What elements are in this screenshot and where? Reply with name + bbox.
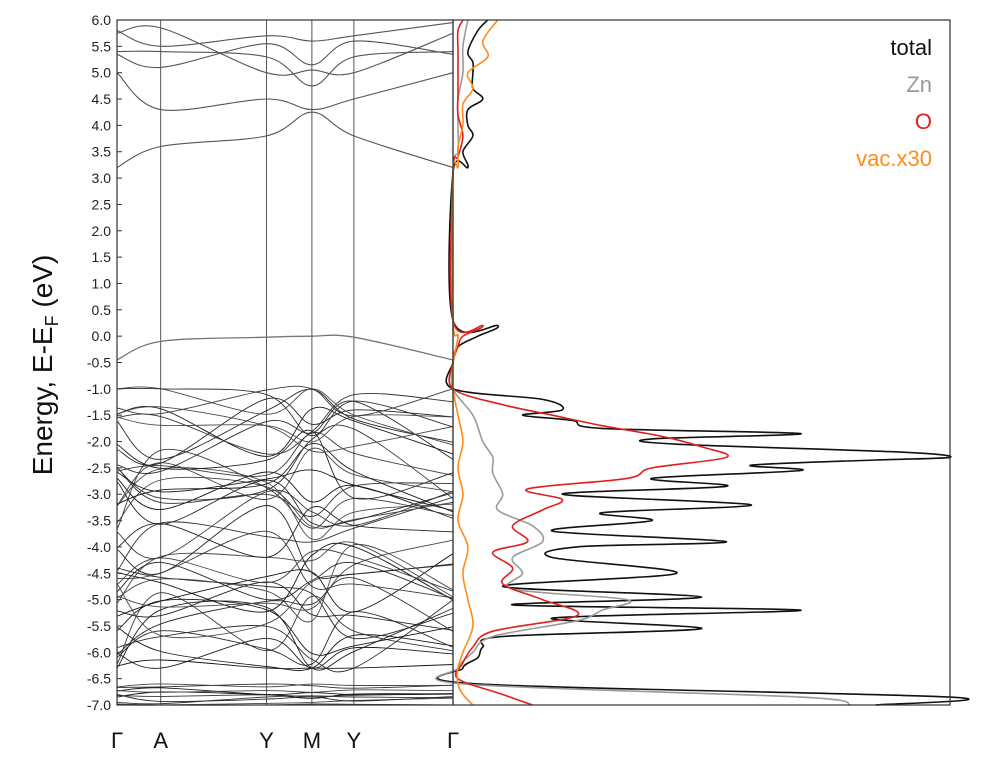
conduction-band (116, 111, 454, 169)
valence-band (116, 429, 454, 500)
k-label: M (303, 728, 321, 753)
legend-o: O (915, 109, 932, 134)
legend-vac: vac.x30 (856, 146, 932, 171)
valence-band (116, 387, 454, 437)
valence-band (116, 542, 454, 613)
y-tick-label: -7.0 (87, 697, 111, 713)
dos-series-o (448, 19, 729, 706)
valence-band (116, 611, 454, 666)
k-label: Γ (447, 728, 459, 753)
y-tick-label: -5.5 (87, 618, 111, 634)
valence-band (116, 561, 454, 601)
valence-band (116, 592, 454, 665)
valence-band (116, 385, 454, 417)
y-tick-label: -0.5 (87, 355, 111, 371)
y-tick-label: 4.0 (92, 117, 112, 133)
valence-band (116, 397, 454, 466)
y-tick-label: -1.0 (87, 381, 111, 397)
valence-band (116, 392, 454, 455)
y-tick-label: -6.0 (87, 644, 111, 660)
valence-band (116, 479, 454, 527)
valence-band (116, 544, 454, 623)
y-tick-label: 5.5 (92, 38, 112, 54)
y-tick-label: 6.0 (92, 12, 112, 28)
y-axis-title: Energy, E-EF (eV) (27, 255, 62, 476)
y-tick-label: 3.0 (92, 170, 112, 186)
y-tick-label: -2.0 (87, 434, 111, 450)
y-tick-label: 2.5 (92, 196, 112, 212)
valence-band (116, 637, 454, 669)
valence-band (116, 659, 454, 670)
valence-band (116, 626, 454, 672)
y-tick-label: -1.5 (87, 407, 111, 423)
valence-band (116, 443, 454, 513)
valence-band (116, 567, 454, 640)
valence-band (116, 600, 454, 671)
valence-band (116, 388, 454, 460)
conduction-band (116, 25, 454, 76)
semicore-band (116, 683, 454, 689)
conduction-band (116, 72, 454, 111)
y-axis-ticks: 6.0 5.5 5.0 4.5 4.0 3.5 3.0 2.5 2.0 1.5 1.0 0.5 0.0 -… (87, 12, 122, 713)
valence-band (116, 400, 454, 474)
defect-band (116, 334, 454, 361)
y-tick-label: 4.5 (92, 91, 112, 107)
y-tick-label: -4.0 (87, 539, 111, 555)
legend-zn: Zn (906, 72, 932, 97)
k-label: A (153, 728, 168, 753)
y-tick-label: -6.5 (87, 671, 111, 687)
conduction-band (116, 22, 454, 47)
valence-band (116, 553, 454, 617)
valence-band (116, 432, 454, 477)
valence-band (116, 414, 454, 443)
y-tick-label: -4.5 (87, 565, 111, 581)
dos-series-zn (434, 19, 851, 706)
y-tick-label: -5.0 (87, 592, 111, 608)
y-tick-label: -2.5 (87, 460, 111, 476)
valence-band (116, 539, 454, 611)
y-tick-label: 2.0 (92, 223, 112, 239)
y-tick-label: 3.5 (92, 144, 112, 160)
y-tick-label: 1.5 (92, 249, 112, 265)
y-tick-label: 0.5 (92, 302, 112, 318)
valence-band (116, 496, 454, 572)
y-tick-label: -3.5 (87, 513, 111, 529)
valence-band (116, 489, 454, 559)
k-label: Γ (111, 728, 123, 753)
valence-band (116, 581, 454, 631)
valence-band (116, 406, 454, 453)
y-tick-label: 1.0 (92, 275, 112, 291)
valence-band (116, 599, 454, 673)
k-label: Y (259, 728, 274, 753)
valence-band (116, 505, 454, 580)
semicore-band (116, 693, 454, 703)
valence-band (116, 467, 454, 517)
conduction-band (116, 40, 454, 68)
y-tick-label: 5.0 (92, 65, 112, 81)
legend: total Zn O vac.x30 (856, 35, 932, 171)
y-tick-label: -3.0 (87, 486, 111, 502)
legend-total: total (890, 35, 932, 60)
dos-panel-frame (452, 19, 951, 706)
band-structure-panel (116, 20, 454, 706)
k-label: Y (347, 728, 362, 753)
valence-band (116, 469, 454, 512)
valence-band (116, 424, 454, 501)
semicore-band (116, 689, 454, 693)
conduction-band (116, 50, 454, 87)
semicore-band (116, 683, 454, 688)
dos-series-vac-x30 (451, 19, 499, 706)
semicore-band (116, 687, 454, 696)
y-tick-label: 0.0 (92, 328, 112, 344)
